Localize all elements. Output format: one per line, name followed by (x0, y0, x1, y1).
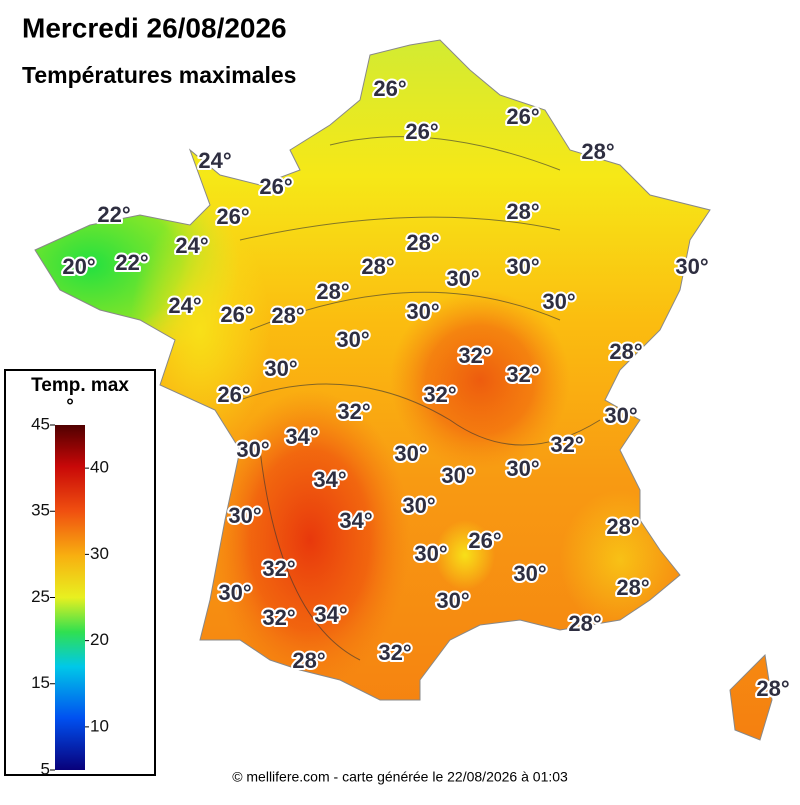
legend-tick-label: 25 (31, 587, 50, 606)
legend-unit: ° (66, 396, 74, 417)
title: Mercredi 26/08/2026 (22, 12, 287, 43)
temperature-label: 28° (756, 676, 789, 701)
temperature-label: 30° (406, 299, 439, 324)
temperature-label: 24° (198, 148, 231, 173)
legend-tick-label: 5 (41, 759, 50, 778)
temperature-label: 24° (168, 293, 201, 318)
temperature-label: 28° (568, 611, 601, 636)
temperature-label: 30° (675, 254, 708, 279)
temperature-label: 30° (336, 327, 369, 352)
legend-tick-label: 40 (90, 458, 109, 477)
temperature-label: 34° (313, 467, 346, 492)
temperature-label: 30° (441, 463, 474, 488)
temperature-label: 24° (175, 233, 208, 258)
legend-tick-label: 10 (90, 716, 109, 735)
legend-tick-label: 35 (31, 501, 50, 520)
isotherms (239, 136, 601, 661)
legend-tick-label: 20 (90, 630, 109, 649)
temperature-label: 22° (97, 202, 130, 227)
temperature-label: 28° (292, 648, 325, 673)
temperature-label: 32° (337, 399, 370, 424)
temperature-label: 26° (216, 204, 249, 229)
temperature-label: 26° (405, 119, 438, 144)
temperature-label: 26° (506, 104, 539, 129)
temperature-label: 28° (609, 339, 642, 364)
temperature-label: 26° (217, 382, 250, 407)
temperature-label: 30° (604, 403, 637, 428)
temperature-label: 30° (402, 493, 435, 518)
temperature-label: 32° (506, 362, 539, 387)
temperature-label: 30° (394, 441, 427, 466)
temperature-label: 30° (264, 356, 297, 381)
color-scale (55, 425, 85, 770)
legend-tick-label: 15 (31, 673, 50, 692)
temperature-label: 22° (115, 250, 148, 275)
legend-title: Temp. max (31, 375, 129, 396)
temperature-label: 30° (218, 580, 251, 605)
temperature-label: 30° (513, 561, 546, 586)
temperature-label: 30° (236, 437, 269, 462)
temperature-label: 20° (62, 254, 95, 279)
temperature-label: 26° (373, 76, 406, 101)
temperature-label: 28° (616, 575, 649, 600)
temperature-label: 30° (506, 456, 539, 481)
temperature-label: 28° (271, 303, 304, 328)
temperature-label: 28° (316, 279, 349, 304)
temperature-label: 34° (314, 602, 347, 627)
temperature-label: 30° (414, 541, 447, 566)
temperature-label: 32° (262, 556, 295, 581)
subtitle: Températures maximales (22, 62, 296, 88)
temperature-label: 28° (406, 230, 439, 255)
footer: © mellifere.com - carte générée le 22/08… (232, 769, 568, 785)
temperature-label: 28° (606, 514, 639, 539)
temperature-label: 32° (458, 343, 491, 368)
legend-ticks: 45 35 25 15 5 40 30 20 10 (31, 414, 109, 778)
temperature-label: 32° (378, 640, 411, 665)
temperature-label: 32° (550, 432, 583, 457)
temperature-label: 30° (436, 588, 469, 613)
temperature-label: 30° (446, 266, 479, 291)
temperature-label: 30° (542, 289, 575, 314)
temperature-label: 26° (220, 302, 253, 327)
temperature-label: 32° (423, 382, 456, 407)
legend-tick-label: 30 (90, 544, 109, 563)
temperature-label: 28° (581, 139, 614, 164)
temperature-label: 34° (285, 424, 318, 449)
temperature-label: 34° (339, 508, 372, 533)
temperature-label: 30° (506, 254, 539, 279)
legend-tick-label: 45 (31, 414, 50, 433)
temperature-label: 28° (506, 199, 539, 224)
temperature-labels: 26°26°26°28°24°26°22° 26° 28°24° 28°20° 22° 2… (60, 74, 791, 703)
temperature-label: 30° (228, 503, 261, 528)
temperature-label: 28° (361, 254, 394, 279)
temperature-label: 32° (262, 605, 295, 630)
temperature-label: 26° (468, 528, 501, 553)
temperature-label: 26° (259, 174, 292, 199)
